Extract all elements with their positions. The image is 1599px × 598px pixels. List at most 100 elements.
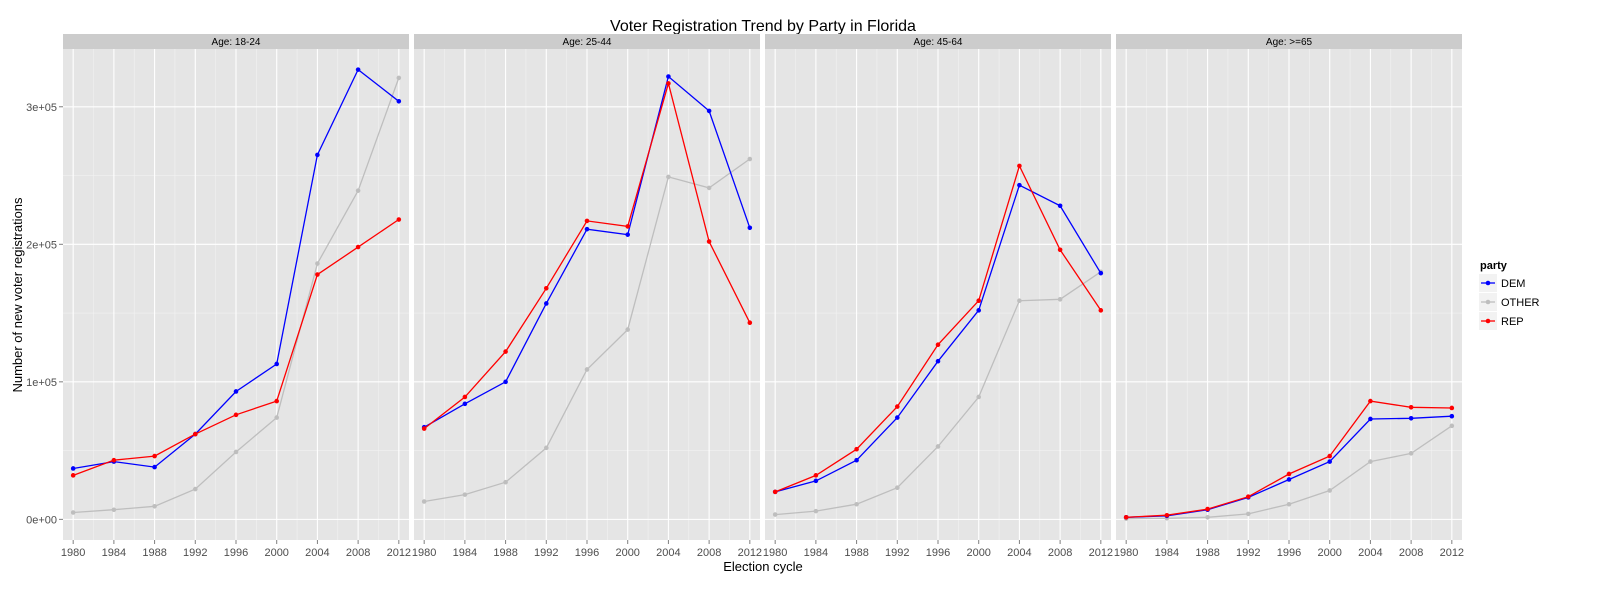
x-tick-label: 2012 bbox=[387, 547, 411, 559]
x-tick-label: 2000 bbox=[966, 547, 990, 559]
data-point-dem bbox=[666, 74, 671, 79]
data-point-other bbox=[706, 185, 712, 191]
x-tick-label: 1980 bbox=[412, 547, 436, 559]
data-point-dem bbox=[1057, 203, 1063, 209]
data-point-other bbox=[1368, 459, 1373, 464]
data-point-rep bbox=[1123, 515, 1129, 520]
data-point-other bbox=[1286, 501, 1292, 507]
x-tick-label: 2000 bbox=[264, 547, 288, 559]
x-tick-label: 2004 bbox=[305, 547, 329, 559]
legend-label: OTHER bbox=[1501, 297, 1540, 309]
data-point-dem bbox=[1017, 182, 1022, 188]
data-point-rep bbox=[503, 349, 508, 354]
legend-label: REP bbox=[1501, 316, 1524, 328]
data-point-dem bbox=[396, 98, 402, 104]
x-tick-label: 1992 bbox=[183, 547, 207, 559]
facet-strip-label: Age: >=65 bbox=[1266, 37, 1313, 48]
data-point-dem bbox=[152, 464, 157, 470]
data-point-dem bbox=[706, 108, 712, 114]
data-point-dem bbox=[935, 358, 941, 364]
data-point-dem bbox=[543, 301, 549, 306]
data-point-rep bbox=[625, 224, 631, 229]
y-tick-label: 0e+00 bbox=[26, 514, 57, 526]
data-point-other bbox=[70, 510, 76, 515]
x-axis-title: Election cycle bbox=[723, 559, 802, 574]
data-point-rep bbox=[1245, 494, 1251, 499]
x-tick-label: 2004 bbox=[1007, 547, 1031, 559]
data-point-other bbox=[813, 508, 819, 514]
data-point-dem bbox=[747, 225, 753, 231]
data-point-rep bbox=[935, 342, 941, 348]
facet-strip-label: Age: 18-24 bbox=[212, 37, 261, 48]
data-point-other bbox=[503, 479, 508, 485]
data-point-dem bbox=[274, 361, 280, 367]
data-point-dem bbox=[854, 457, 859, 463]
data-point-other bbox=[421, 499, 427, 504]
data-point-other bbox=[625, 327, 631, 332]
x-tick-label: 1988 bbox=[142, 547, 166, 559]
data-point-rep bbox=[1164, 512, 1170, 518]
data-point-dem bbox=[315, 152, 320, 158]
data-point-other bbox=[152, 504, 157, 509]
data-point-dem bbox=[625, 232, 631, 237]
data-point-rep bbox=[706, 239, 712, 244]
facet-panel: Age: 25-44 1980 1984 1988 1992 1996 2000 2004 20… bbox=[412, 34, 762, 559]
data-point-rep bbox=[854, 446, 859, 452]
data-point-other bbox=[935, 444, 941, 449]
data-point-dem bbox=[70, 466, 76, 471]
chart-title: Voter Registration Trend by Party in Flo… bbox=[610, 18, 916, 35]
data-point-other bbox=[854, 501, 859, 507]
x-tick-label: 1984 bbox=[804, 547, 828, 559]
data-point-rep bbox=[1368, 398, 1373, 404]
legend-label: DEM bbox=[1501, 278, 1525, 290]
data-point-rep bbox=[584, 218, 590, 224]
data-point-rep bbox=[421, 426, 427, 431]
x-tick-label: 2000 bbox=[1317, 547, 1341, 559]
x-tick-label: 1984 bbox=[1155, 547, 1179, 559]
data-point-other bbox=[666, 174, 671, 180]
data-point-dem bbox=[1327, 459, 1333, 464]
y-tick-label: 2e+05 bbox=[26, 239, 57, 251]
data-point-rep bbox=[543, 286, 549, 291]
legend: party DEM OTHER REP bbox=[1479, 260, 1540, 330]
facet-strip bbox=[765, 34, 1111, 49]
legend-keys: DEM OTHER REP bbox=[1479, 274, 1540, 330]
data-point-rep bbox=[1017, 163, 1022, 169]
x-tick-label: 1996 bbox=[224, 547, 248, 559]
data-point-rep bbox=[1205, 506, 1210, 512]
legend-key-point-dem bbox=[1485, 280, 1491, 286]
data-point-rep bbox=[233, 412, 239, 418]
legend-title: party bbox=[1480, 260, 1508, 272]
x-tick-label: 2008 bbox=[346, 547, 370, 559]
facet-panel: Age: 18-24 1980 1984 1988 1992 1996 2000 2004 20… bbox=[61, 34, 411, 559]
data-point-rep bbox=[152, 453, 157, 459]
data-point-other bbox=[894, 485, 900, 491]
data-point-rep bbox=[976, 298, 982, 303]
x-tick-label: 1980 bbox=[1114, 547, 1138, 559]
facet-panel: Age: 45-64 1980 1984 1988 1992 1996 2000 2004 20… bbox=[763, 34, 1113, 559]
x-tick-label: 1996 bbox=[926, 547, 950, 559]
data-point-other bbox=[1205, 515, 1210, 520]
data-point-other bbox=[274, 415, 280, 420]
data-point-rep bbox=[1449, 405, 1455, 411]
data-point-rep bbox=[772, 489, 778, 495]
x-tick-label: 2012 bbox=[1440, 547, 1464, 559]
data-point-dem bbox=[1098, 270, 1104, 276]
x-tick-label: 2012 bbox=[738, 547, 762, 559]
facet-panels: 0e+00 1e+05 2e+05 3e+05 Age: 18-24 1980 1984 19… bbox=[26, 34, 1464, 559]
x-tick-label: 2004 bbox=[656, 547, 680, 559]
data-point-other bbox=[315, 261, 320, 266]
data-point-rep bbox=[355, 244, 361, 250]
data-point-other bbox=[584, 367, 590, 372]
data-point-other bbox=[1408, 451, 1414, 456]
facet-strip bbox=[63, 34, 409, 49]
data-point-dem bbox=[1286, 477, 1292, 482]
data-point-rep bbox=[462, 394, 468, 400]
data-point-dem bbox=[1368, 416, 1373, 422]
x-tick-label: 1988 bbox=[1195, 547, 1219, 559]
y-axis-title: Number of new voter registrations bbox=[10, 197, 25, 393]
legend-key-point-rep bbox=[1485, 318, 1491, 324]
data-point-other bbox=[396, 75, 402, 81]
data-point-rep bbox=[747, 320, 753, 325]
